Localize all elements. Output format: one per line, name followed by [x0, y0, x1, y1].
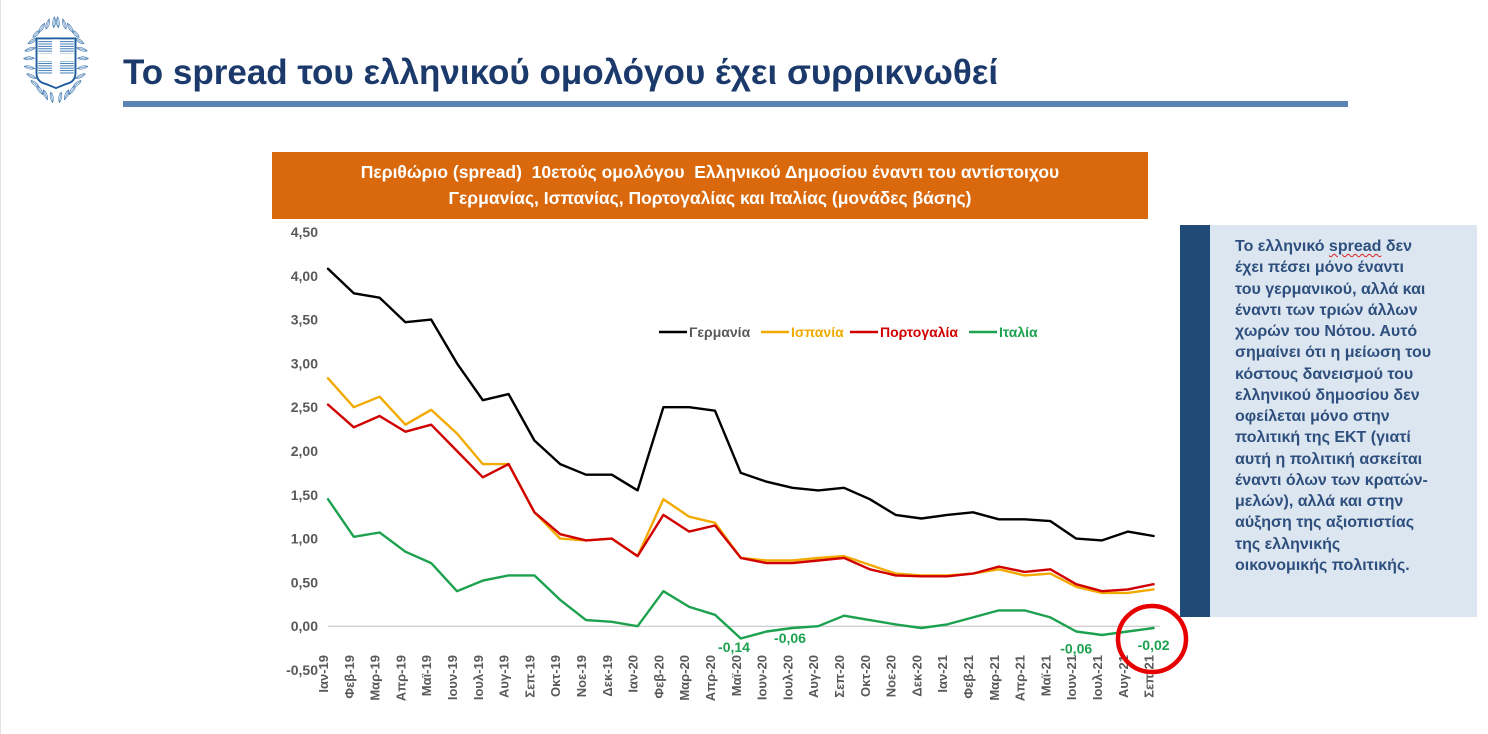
svg-text:0,00: 0,00	[291, 618, 318, 634]
svg-text:Μαϊ-21: Μαϊ-21	[1038, 655, 1053, 696]
svg-text:Σεπ-20: Σεπ-20	[832, 655, 847, 698]
svg-text:2,50: 2,50	[291, 399, 318, 415]
svg-text:Γερμανία: Γερμανία	[689, 324, 751, 340]
svg-text:Αυγ-19: Αυγ-19	[497, 655, 512, 698]
svg-text:Ιταλία: Ιταλία	[999, 324, 1038, 340]
svg-text:Ιουλ-20: Ιουλ-20	[780, 655, 795, 700]
svg-text:Μαρ-19: Μαρ-19	[368, 655, 383, 701]
svg-text:Οκτ-19: Οκτ-19	[548, 655, 563, 697]
svg-text:-0,14: -0,14	[718, 639, 750, 655]
svg-text:1,00: 1,00	[291, 531, 318, 547]
svg-text:-0,02: -0,02	[1138, 637, 1170, 653]
svg-text:Ιουλ-21: Ιουλ-21	[1090, 655, 1105, 700]
svg-text:Νοε-19: Νοε-19	[574, 655, 589, 697]
svg-text:Απρ-21: Απρ-21	[1013, 655, 1028, 701]
svg-text:Δεκ-19: Δεκ-19	[600, 655, 615, 697]
svg-text:3,00: 3,00	[291, 355, 318, 371]
svg-text:Απρ-20: Απρ-20	[703, 655, 718, 701]
svg-text:Ισπανία: Ισπανία	[791, 324, 844, 340]
svg-text:Φεβ-21: Φεβ-21	[961, 655, 976, 699]
svg-text:Ιαν-21: Ιαν-21	[935, 655, 950, 693]
svg-text:Οκτ-20: Οκτ-20	[858, 655, 873, 697]
svg-text:1,50: 1,50	[291, 487, 318, 503]
svg-text:Ιουλ-19: Ιουλ-19	[471, 655, 486, 700]
svg-text:0,50: 0,50	[291, 574, 318, 590]
svg-text:-0,06: -0,06	[1060, 641, 1092, 657]
svg-text:Απρ-19: Απρ-19	[393, 655, 408, 701]
svg-text:Ιουν-20: Ιουν-20	[755, 655, 770, 700]
svg-text:4,00: 4,00	[291, 268, 318, 284]
svg-text:4,50: 4,50	[291, 224, 318, 240]
svg-text:Νοε-20: Νοε-20	[884, 655, 899, 697]
svg-text:Σεπ-19: Σεπ-19	[522, 655, 537, 698]
svg-text:-0,50: -0,50	[286, 662, 318, 678]
svg-text:Ιαν-19: Ιαν-19	[316, 655, 331, 693]
svg-text:Αυγ-20: Αυγ-20	[806, 655, 821, 698]
svg-text:Φεβ-20: Φεβ-20	[651, 655, 666, 699]
svg-text:Ιουν-19: Ιουν-19	[445, 655, 460, 700]
svg-text:Πορτογαλία: Πορτογαλία	[880, 324, 958, 340]
svg-text:Φεβ-19: Φεβ-19	[342, 655, 357, 699]
svg-text:2,00: 2,00	[291, 443, 318, 459]
svg-text:Μαρ-21: Μαρ-21	[987, 655, 1002, 701]
svg-text:Μαϊ-20: Μαϊ-20	[729, 655, 744, 696]
svg-text:3,50: 3,50	[291, 312, 318, 328]
svg-text:-0,06: -0,06	[774, 630, 806, 646]
svg-text:Μαρ-20: Μαρ-20	[677, 655, 692, 701]
svg-text:Ιαν-20: Ιαν-20	[626, 655, 641, 693]
svg-text:Σεπ-21: Σεπ-21	[1142, 655, 1157, 698]
svg-text:Ιουν-21: Ιουν-21	[1064, 655, 1079, 700]
svg-text:Μαϊ-19: Μαϊ-19	[419, 655, 434, 696]
svg-text:Δεκ-20: Δεκ-20	[909, 655, 924, 697]
